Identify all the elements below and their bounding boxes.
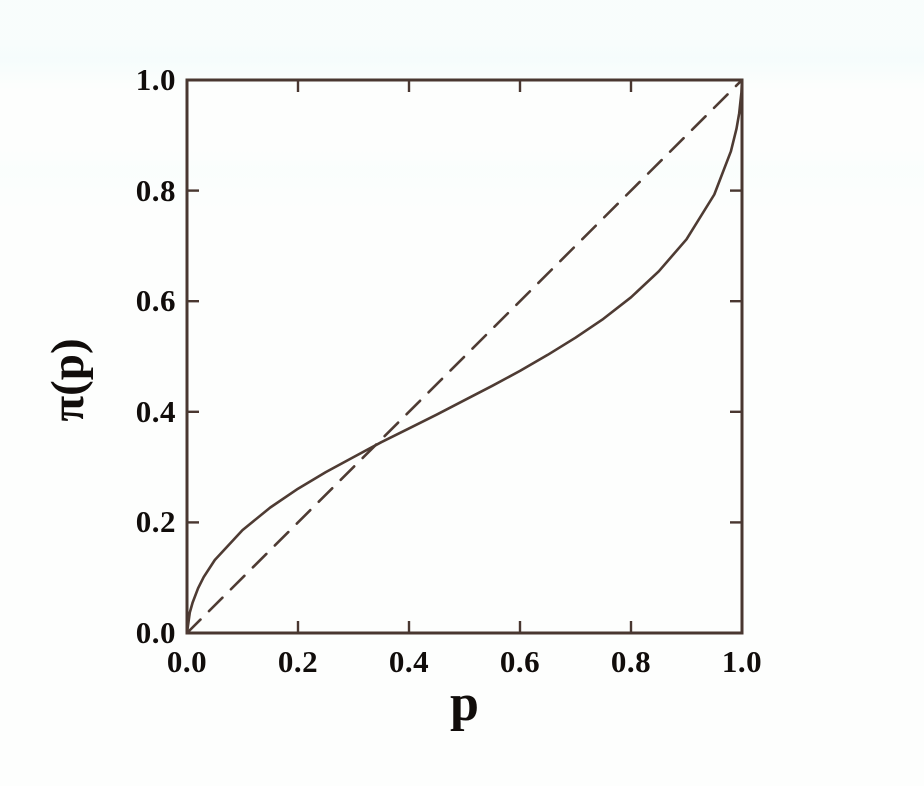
y-tick-label: 0.2 <box>135 504 176 540</box>
x-tick-label: 0.6 <box>499 644 541 679</box>
plot-border <box>185 78 744 635</box>
y-tick-label: 0.8 <box>135 172 176 208</box>
x-tick-label: 0.0 <box>166 644 208 679</box>
identity-line <box>185 78 744 635</box>
y-tick-label: 0.0 <box>135 615 176 650</box>
weighting-curve <box>185 78 744 635</box>
y-tick-label: 0.4 <box>135 393 176 429</box>
x-tick-label: 0.2 <box>277 644 319 679</box>
y-tick-label: 1.0 <box>135 62 176 97</box>
y-tick-label: 0.6 <box>135 283 176 319</box>
x-axis-title: p <box>450 675 479 732</box>
y-axis-title: π(p) <box>42 338 94 422</box>
x-tick-label: 0.4 <box>388 644 430 679</box>
x-tick-label: 0.8 <box>610 644 652 679</box>
x-tick-label: 1.0 <box>721 644 763 679</box>
